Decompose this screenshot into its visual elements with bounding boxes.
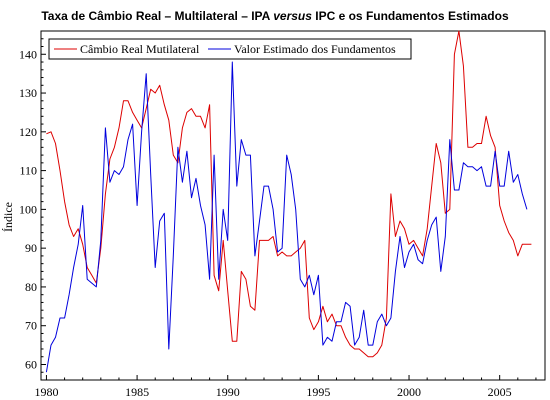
y-tick-label: 120 (19, 125, 37, 139)
plot-frame (40, 30, 546, 381)
x-tick-label: 2000 (397, 385, 421, 399)
y-axis-label: Índice (1, 202, 15, 232)
y-tick-label: 80 (25, 280, 37, 294)
x-tick-label: 1985 (125, 385, 149, 399)
legend-label-fundamentos: Valor Estimado dos Fundamentos (234, 42, 396, 56)
chart-title-emphasis: versus (273, 9, 312, 23)
y-tick-label: 100 (19, 202, 37, 216)
legend-label-cambio: Câmbio Real Mutilateral (80, 42, 200, 56)
series-layer (45, 30, 532, 373)
chart-title-main: Taxa de Câmbio Real – Multilateral – IPA (41, 9, 274, 23)
x-tick-label: 1990 (216, 385, 240, 399)
chart-title-rest: IPC e os Fundamentos Estimados (311, 9, 509, 23)
y-tick-label: 60 (25, 357, 37, 371)
x-tick-label: 1980 (34, 385, 58, 399)
y-tick-label: 130 (19, 86, 37, 100)
series-line-0 (46, 30, 532, 358)
y-tick-label: 70 (25, 319, 37, 333)
y-tick-label: 110 (19, 164, 37, 178)
chart-title: Taxa de Câmbio Real – Multilateral – IPA… (0, 9, 550, 23)
x-axis: 1980 1985 1990 1995 2000 2005 (34, 375, 537, 399)
x-tick-label: 1995 (306, 385, 330, 399)
y-tick-label: 140 (19, 47, 37, 61)
x-tick-label: 2005 (488, 385, 512, 399)
series-line-1 (45, 61, 528, 373)
y-tick-label: 90 (25, 241, 37, 255)
y-axis: 60 70 80 90 100 110 120 130 140 (19, 30, 46, 381)
legend: Câmbio Real Mutilateral Valor Estimado d… (48, 38, 412, 60)
